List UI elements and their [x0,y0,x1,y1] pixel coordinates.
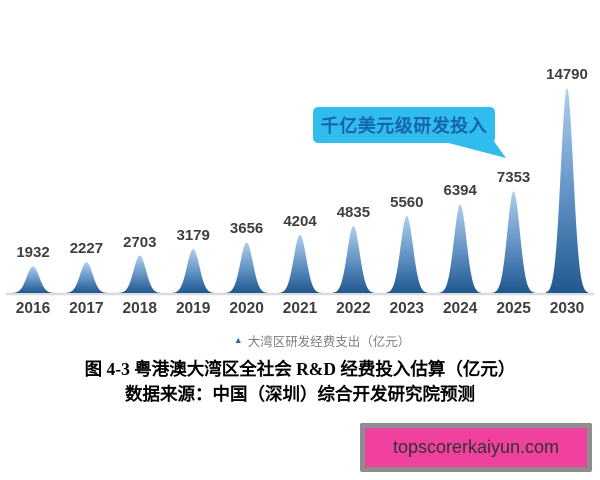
x-axis-tick-label: 2016 [15,300,51,317]
bar-value-label: 3656 [229,220,264,238]
legend: ▲ 大湾区研发经费支出（亿元） [44,331,600,350]
peak-shape [385,215,428,293]
bar-value-label: 3179 [176,226,210,244]
callout-text: 千亿美元级研发投入 [320,116,488,136]
x-axis-tick-label: 2021 [282,300,318,317]
callout-bubble: 千亿美元级研发投入 [313,107,495,143]
x-axis-tick-label: 2022 [336,300,371,317]
bar-value-label: 6394 [443,182,477,200]
peak-shape [12,266,54,293]
peak-shape [225,242,268,293]
watermark-text: topscorerkaiyun.com [392,437,560,457]
x-axis-tick-label: 2024 [442,300,478,317]
peak-shape [492,191,535,293]
bar-value-label: 4204 [283,212,317,230]
figure-source: 数据来源：中国（深圳）综合开发研究院预测 [125,384,475,404]
bar-value-label: 4835 [336,203,371,221]
callout-tail [437,140,506,158]
peaks-svg [6,88,594,296]
bar-value-label: 1932 [16,244,50,262]
x-axis-tick-label: 2025 [496,300,531,317]
peak-shape [65,262,108,293]
bar-value-label: 14790 [546,66,588,83]
peak-shape [332,225,375,293]
figure-caption: 图 4-3 粤港澳大湾区全社会 R&D 经费投入估算（亿元） [84,359,516,379]
bar-value-label: 7353 [496,169,531,187]
x-axis-tick-label: 2019 [175,300,211,317]
x-axis-tick-label: 2030 [549,300,585,317]
peaks-group [12,88,588,293]
peak-shape [118,255,161,293]
watermark-link[interactable]: topscorerkaiyun.com [360,423,592,472]
x-axis-tick-label: 2023 [389,300,425,317]
peak-shape [279,234,321,293]
peak-shape [172,248,215,293]
bar-value-label: 2703 [123,233,157,251]
peak-shape [439,204,482,293]
x-axis-tick-label: 2020 [229,300,264,317]
peak-shape [546,88,588,293]
bar-value-label: 2227 [69,240,104,258]
x-axis-tick-label: 2017 [69,300,104,317]
legend-label: 大湾区研发经费支出（亿元） [247,335,411,349]
x-axis-tick-label: 2018 [122,300,158,317]
bar-value-label: 5560 [390,193,424,211]
legend-triangle-icon: ▲ [233,335,243,345]
